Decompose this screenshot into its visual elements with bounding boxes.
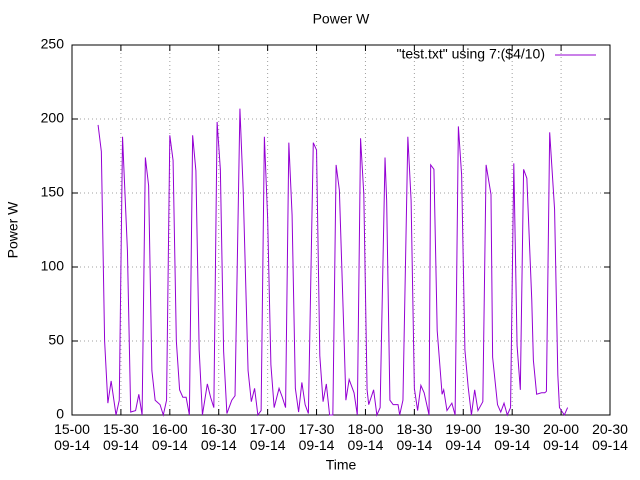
y-axis-label: Power W [5, 201, 21, 259]
x-tick-label: 20-00 09-14 [543, 421, 579, 453]
x-tick-label: 17-00 09-14 [250, 421, 286, 453]
x-tick-label: 16-00 09-14 [152, 421, 188, 453]
y-tick-label: 50 [48, 332, 64, 348]
x-tick-label: 15-00 09-14 [54, 421, 90, 453]
y-tick-label: 150 [41, 184, 65, 200]
y-tick-label: 100 [41, 258, 65, 274]
y-tick-label: 0 [56, 406, 64, 422]
data-line [97, 108, 569, 417]
y-tick-label: 200 [41, 110, 65, 126]
x-tick-label: 20-30 09-14 [592, 421, 628, 453]
x-tick-label: 18-00 09-14 [348, 421, 384, 453]
chart-title: Power W [313, 11, 371, 27]
x-tick-label: 15-30 09-14 [103, 421, 139, 453]
legend-label: "test.txt" using 7:($4/10) [397, 46, 545, 62]
x-axis-label: Time [326, 457, 357, 473]
x-tick-label: 18-30 09-14 [396, 421, 432, 453]
x-tick-label: 19-30 09-14 [494, 421, 530, 453]
x-tick-label: 19-00 09-14 [445, 421, 481, 453]
x-tick-label: 17-30 09-14 [299, 421, 335, 453]
x-tick-label: 16-30 09-14 [201, 421, 237, 453]
plot-border [71, 44, 611, 416]
y-tick-label: 250 [41, 36, 65, 52]
